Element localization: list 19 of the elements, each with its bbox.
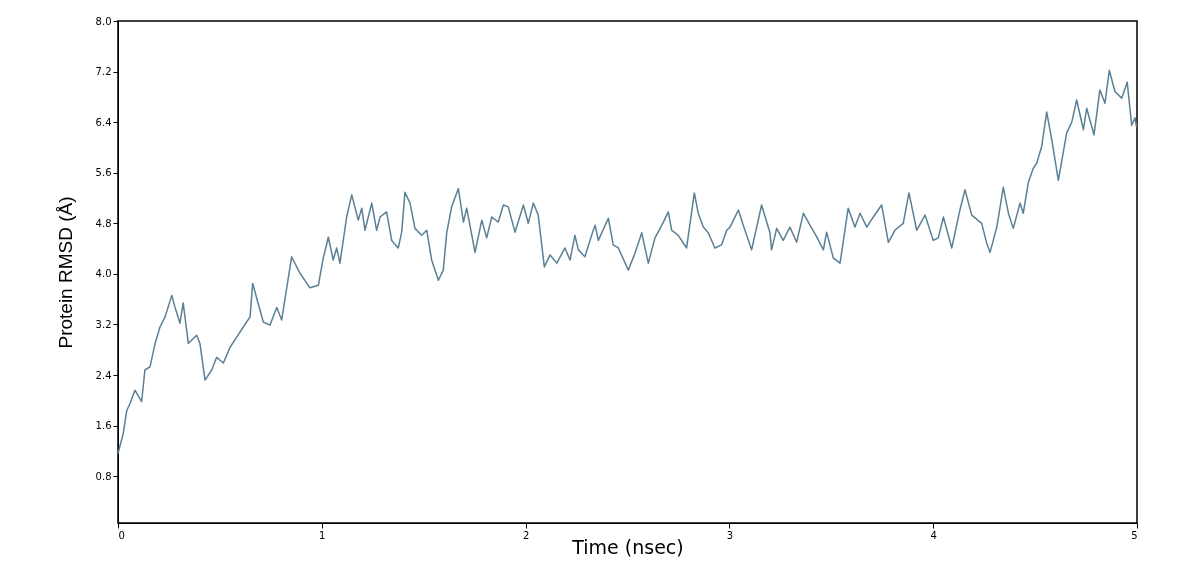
x-tick-label: 2 — [522, 529, 530, 541]
y-tick-label: 4.8 — [95, 217, 112, 229]
y-tick-label: 8.0 — [95, 15, 112, 27]
x-tick-label: 4 — [930, 529, 937, 541]
y-tick-label: 3.2 — [95, 318, 112, 330]
line-series — [117, 69, 1138, 455]
y-tick-label: 2.4 — [95, 369, 112, 381]
y-tick-label: 4.0 — [95, 268, 112, 280]
x-tick-label: 1 — [319, 529, 326, 541]
x-tick-label: 5 — [1131, 529, 1138, 541]
y-axis-title: Protein RMSD (Å) — [54, 196, 76, 349]
x-axis-title: Time (nsec) — [571, 535, 684, 558]
y-tick-label: 5.6 — [95, 167, 112, 179]
x-tick-label: 3 — [726, 529, 734, 541]
y-tick-label: 7.2 — [95, 66, 112, 78]
x-tick-label: 0 — [118, 529, 125, 541]
y-tick-label: 6.4 — [95, 116, 112, 128]
y-tick-label: 1.6 — [95, 420, 112, 432]
y-tick-label: 0.8 — [95, 470, 112, 482]
